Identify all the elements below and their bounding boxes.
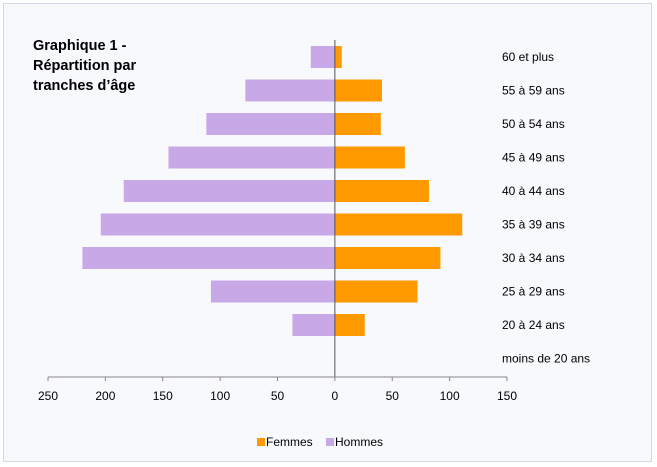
bar-femmes-8	[334, 79, 382, 102]
x-tick-label: 250	[38, 389, 58, 403]
legend-swatch-femmes	[257, 438, 265, 446]
category-label: 50 à 54 ans	[502, 117, 565, 131]
category-label: 30 à 34 ans	[502, 251, 565, 265]
bar-femmes-4	[334, 213, 463, 236]
category-label: 25 à 29 ans	[502, 285, 565, 299]
bar-hommes-1	[292, 314, 335, 336]
category-label: moins de 20 ans	[502, 352, 590, 366]
category-label: 55 à 59 ans	[502, 84, 565, 98]
bar-femmes-6	[334, 146, 405, 169]
x-tick-label: 50	[386, 389, 400, 403]
category-label: 20 à 24 ans	[502, 318, 565, 332]
bar-hommes-3	[82, 247, 335, 269]
chart-title: Graphique 1 - Répartition par tranches d…	[33, 38, 137, 94]
x-tick-label: 50	[271, 389, 285, 403]
bar-femmes-3	[334, 247, 441, 269]
bar-hommes-8	[245, 79, 335, 102]
bar-hommes-5	[123, 180, 335, 202]
bar-hommes-9	[310, 46, 335, 68]
bar-hommes-4	[100, 213, 335, 236]
legend-label-hommes: Hommes	[335, 435, 383, 449]
legend-swatch-hommes	[326, 438, 334, 446]
x-tick-label: 150	[153, 389, 173, 403]
x-tick-label: 100	[210, 389, 230, 403]
x-tick-label: 200	[95, 389, 115, 403]
bar-hommes-2	[210, 280, 335, 303]
bar-hommes-6	[168, 146, 335, 169]
bar-femmes-2	[334, 280, 418, 303]
bar-femmes-1	[334, 314, 365, 336]
category-label: 45 à 49 ans	[502, 151, 565, 165]
bar-femmes-7	[334, 113, 381, 135]
category-label: 60 et plus	[502, 50, 554, 64]
x-tick-label: 0	[332, 389, 339, 403]
category-label: 40 à 44 ans	[502, 184, 565, 198]
category-label: 35 à 39 ans	[502, 218, 565, 232]
legend-label-femmes: Femmes	[266, 435, 313, 449]
bar-hommes-7	[206, 113, 335, 135]
bar-femmes-5	[334, 180, 429, 202]
x-tick-label: 150	[497, 389, 517, 403]
bar-femmes-9	[334, 46, 342, 68]
x-tick-label: 100	[440, 389, 460, 403]
